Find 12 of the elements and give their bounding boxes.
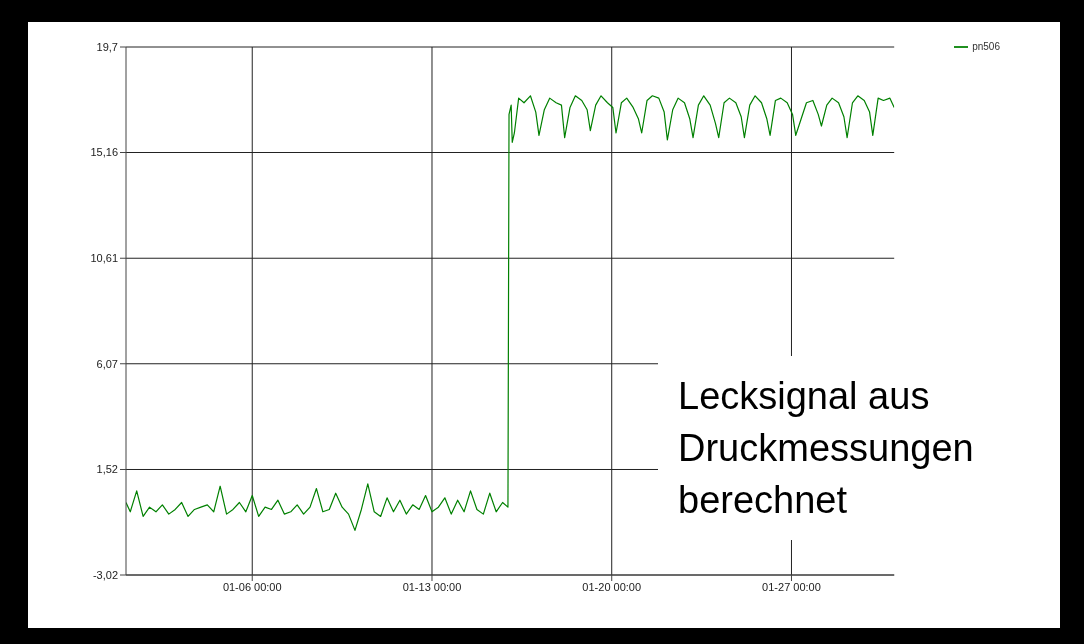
y-tick-label: -3,02 [92,568,118,581]
annotation: Lecksignal aus Druckmessungen berechnet [658,356,1038,540]
y-tick-label: 6,07 [96,357,118,370]
legend-label: pn506 [972,40,1000,52]
x-tick-label: 01-13 00:00 [402,580,462,593]
y-tick-label: 15,16 [90,146,118,159]
y-tick-label: 10,61 [90,252,118,265]
x-tick-label: 01-20 00:00 [582,580,642,593]
y-tick-label: 19,7 [96,40,118,53]
x-tick-label: 01-06 00:00 [222,580,282,593]
x-tick-label: 01-27 00:00 [762,580,821,593]
y-tick-label: 1,52 [96,463,118,476]
